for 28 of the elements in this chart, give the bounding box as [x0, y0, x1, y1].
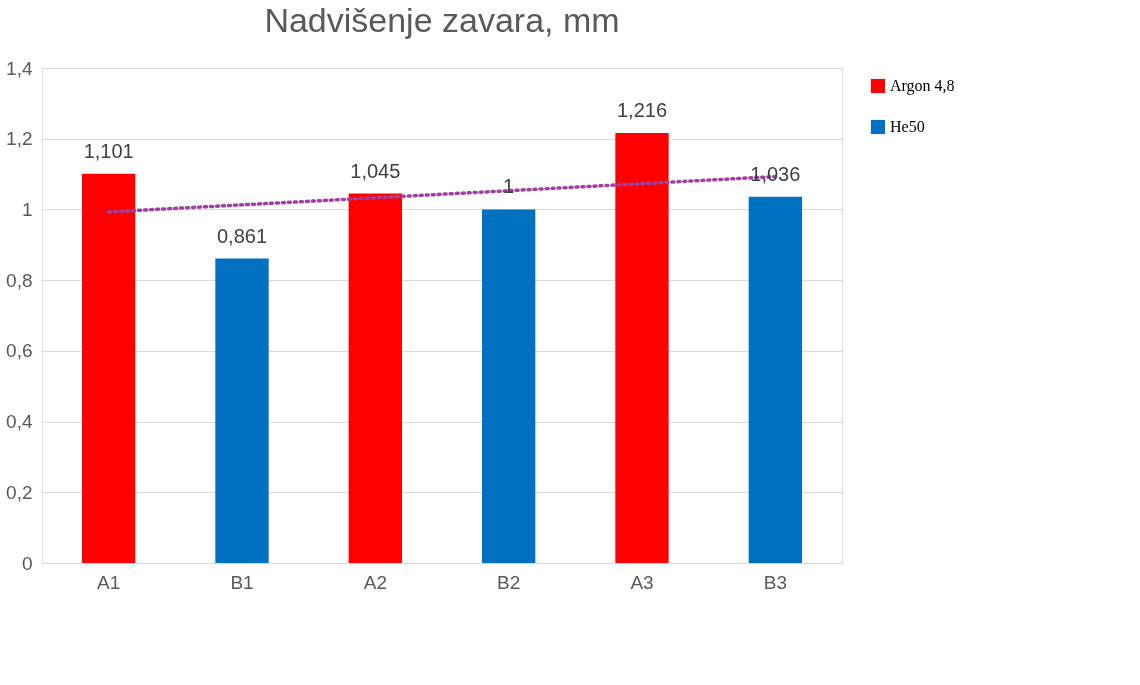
bar	[615, 133, 669, 563]
legend-label: He50	[890, 118, 925, 135]
bar	[348, 193, 402, 563]
data-label: 1,045	[350, 159, 401, 182]
bar	[82, 173, 136, 563]
x-tick-label: A1	[97, 571, 121, 593]
x-tick-label: A3	[630, 571, 654, 593]
bar	[215, 258, 269, 563]
x-tick-label: B3	[763, 571, 787, 593]
x-tick-label: B1	[230, 571, 254, 593]
y-tick-label: 0,4	[6, 411, 33, 433]
x-tick-label: B2	[497, 571, 521, 593]
bar	[482, 209, 536, 563]
y-tick-label: 0,6	[6, 340, 33, 362]
y-tick-label: 0,2	[6, 481, 33, 503]
bar	[748, 196, 802, 563]
data-label: 1,101	[83, 139, 134, 162]
y-tick-label: 1,2	[6, 128, 33, 150]
y-tick-label: 1,4	[6, 57, 33, 79]
x-tick-label: A2	[363, 571, 387, 593]
data-label: 1,216	[616, 99, 668, 122]
data-label: 0,861	[216, 224, 268, 247]
data-label: 1,036	[750, 162, 801, 185]
y-tick-label: 1	[21, 198, 33, 220]
y-tick-label: 0,8	[6, 269, 33, 291]
legend-label: Argon 4,8	[890, 77, 955, 95]
y-tick-label: 0	[21, 552, 33, 574]
chart-title: Nadvišenje zavara, mm	[264, 1, 620, 39]
